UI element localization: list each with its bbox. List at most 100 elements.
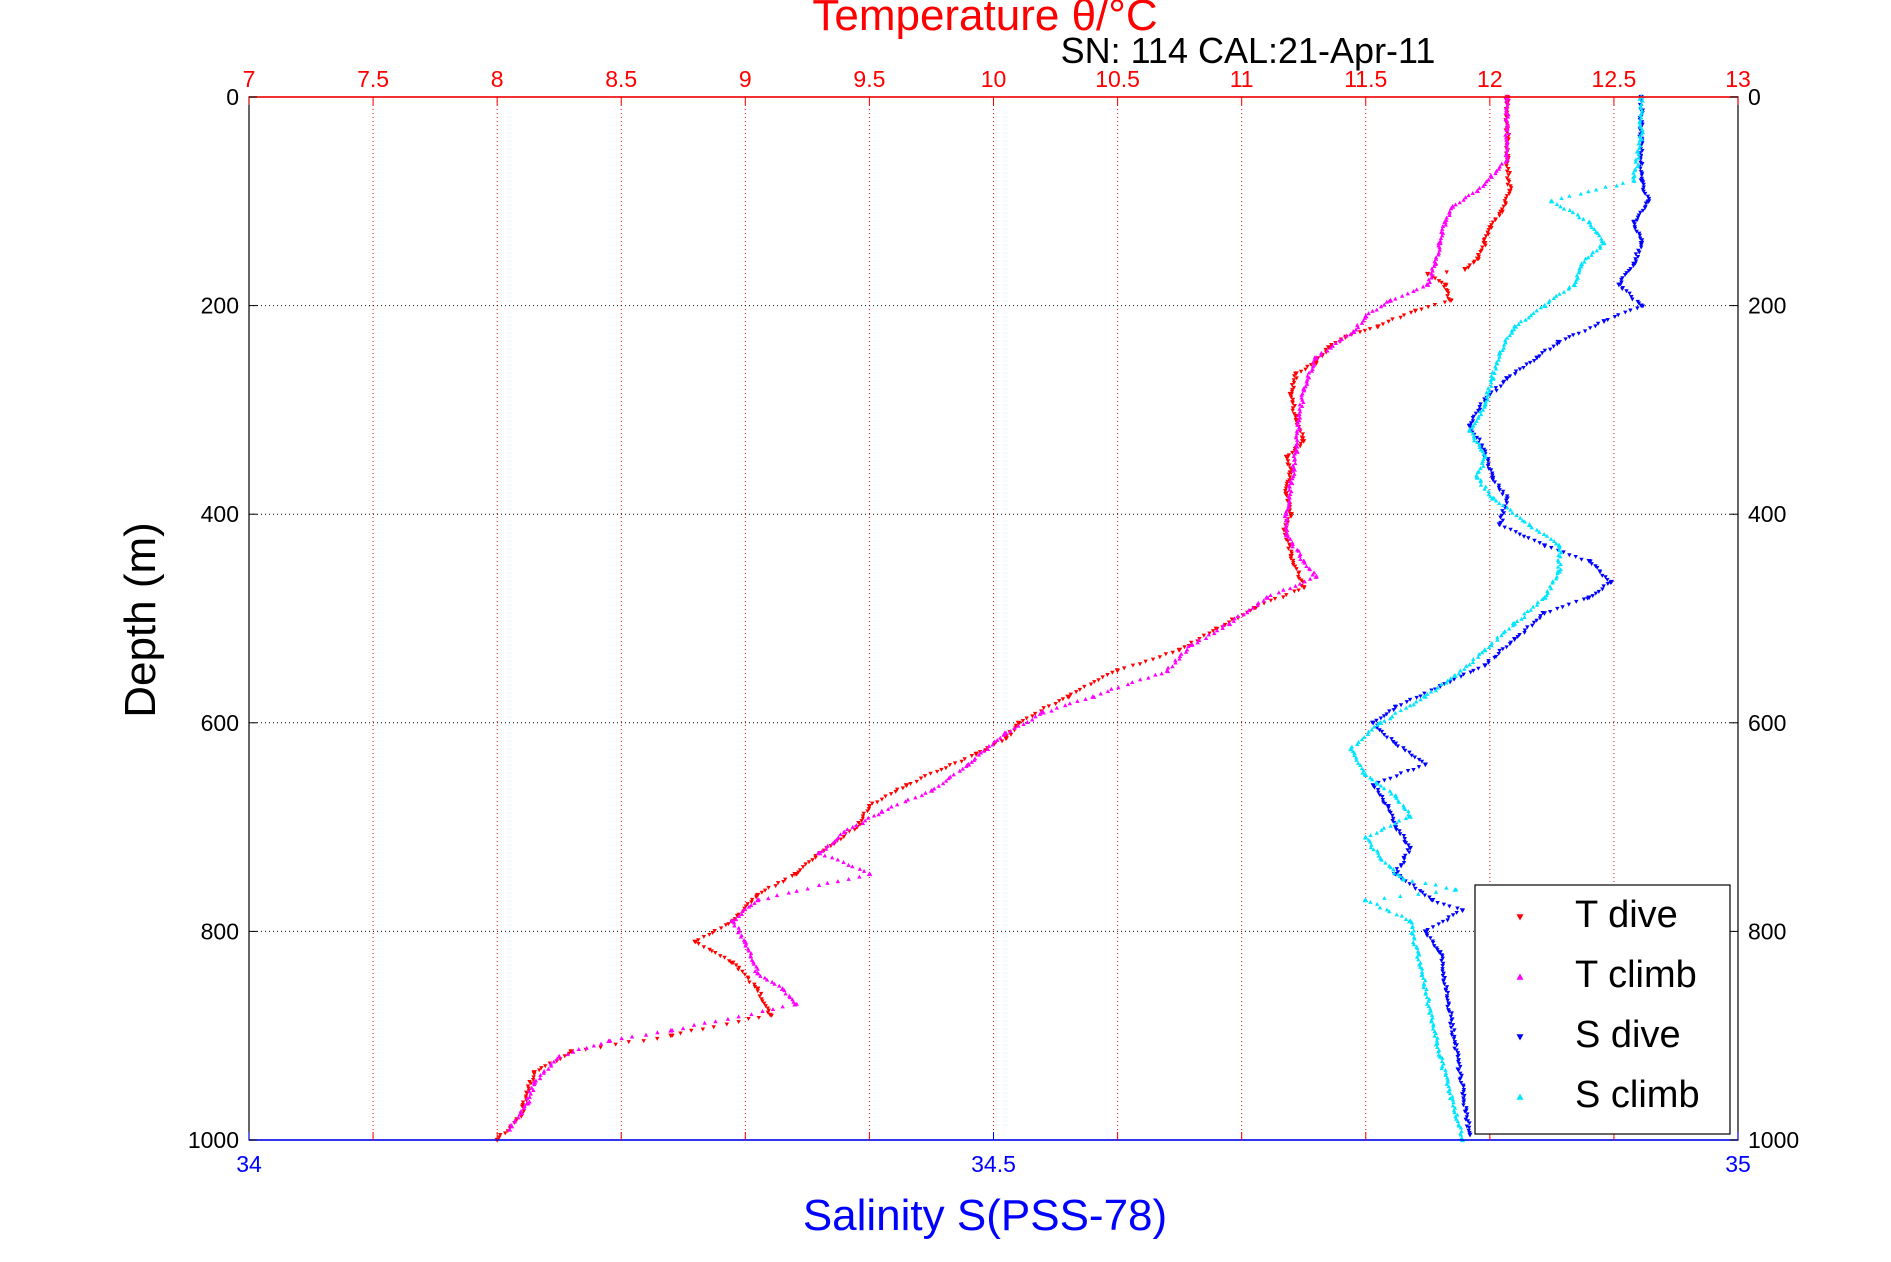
data-point bbox=[1505, 154, 1510, 159]
data-point bbox=[1363, 313, 1369, 319]
data-point bbox=[1037, 711, 1043, 716]
data-point bbox=[1551, 296, 1557, 301]
data-point bbox=[1632, 168, 1638, 173]
data-point bbox=[1467, 428, 1473, 433]
data-point bbox=[1290, 397, 1296, 402]
data-point bbox=[1189, 641, 1195, 647]
data-point bbox=[1499, 209, 1505, 215]
data-point bbox=[1444, 680, 1449, 685]
data-point bbox=[893, 789, 898, 794]
data-point bbox=[1436, 922, 1441, 927]
data-point bbox=[1369, 777, 1375, 782]
data-point bbox=[798, 868, 803, 873]
data-point bbox=[1436, 250, 1442, 255]
data-point bbox=[1446, 1009, 1452, 1014]
data-point bbox=[1293, 449, 1299, 454]
bottom-tick-label: 34.5 bbox=[971, 1151, 1016, 1177]
data-point bbox=[1521, 365, 1526, 370]
data-point bbox=[860, 821, 866, 826]
data-point bbox=[1427, 895, 1432, 900]
data-point bbox=[745, 902, 750, 907]
data-point bbox=[1380, 794, 1385, 799]
data-point bbox=[781, 879, 786, 884]
data-point bbox=[1443, 222, 1448, 227]
data-point bbox=[1430, 940, 1436, 945]
data-point bbox=[1482, 647, 1488, 652]
data-point bbox=[854, 823, 859, 828]
data-point bbox=[700, 1027, 706, 1032]
data-point bbox=[1570, 333, 1576, 338]
data-point bbox=[1504, 194, 1510, 199]
data-point bbox=[1413, 699, 1419, 704]
data-point bbox=[747, 980, 752, 985]
data-point bbox=[1109, 686, 1114, 691]
data-point bbox=[1397, 874, 1403, 879]
data-point bbox=[1382, 778, 1387, 783]
data-point bbox=[1514, 513, 1519, 518]
data-point bbox=[1466, 265, 1471, 270]
data-point bbox=[1548, 586, 1554, 591]
data-point bbox=[1486, 177, 1491, 182]
data-point bbox=[1301, 400, 1306, 405]
data-point bbox=[1290, 476, 1295, 481]
data-point bbox=[733, 917, 739, 922]
data-point bbox=[1323, 347, 1328, 352]
data-point bbox=[755, 970, 761, 976]
data-point bbox=[1444, 885, 1449, 890]
data-point bbox=[1301, 558, 1307, 564]
data-point bbox=[1452, 1041, 1457, 1046]
data-point bbox=[1507, 333, 1513, 338]
data-point bbox=[889, 804, 894, 809]
data-point bbox=[1405, 848, 1410, 853]
data-point bbox=[1382, 895, 1387, 900]
data-point bbox=[1608, 579, 1615, 585]
data-point bbox=[1387, 788, 1393, 793]
data-point bbox=[836, 835, 841, 840]
data-point bbox=[1520, 518, 1525, 523]
data-point bbox=[1476, 666, 1481, 671]
data-point bbox=[1440, 1064, 1445, 1068]
data-point bbox=[1412, 936, 1417, 941]
data-point bbox=[1416, 957, 1421, 962]
data-point bbox=[770, 979, 775, 984]
data-point bbox=[1368, 833, 1373, 838]
data-point bbox=[1586, 189, 1591, 194]
data-point bbox=[1288, 512, 1294, 517]
data-point bbox=[1407, 814, 1414, 819]
data-point bbox=[1466, 1125, 1472, 1130]
data-point bbox=[1424, 1001, 1430, 1006]
data-point bbox=[825, 843, 830, 848]
data-point bbox=[1537, 616, 1543, 621]
data-point bbox=[1531, 620, 1537, 625]
data-point bbox=[1455, 1112, 1460, 1117]
data-point bbox=[862, 818, 868, 823]
data-point bbox=[773, 884, 778, 889]
data-point bbox=[1407, 750, 1412, 755]
data-point bbox=[521, 1105, 527, 1110]
data-point bbox=[1496, 357, 1501, 362]
data-point bbox=[770, 1007, 776, 1012]
data-point bbox=[1420, 284, 1426, 289]
data-point bbox=[1464, 1124, 1470, 1129]
data-point bbox=[1447, 298, 1453, 303]
data-point bbox=[1601, 319, 1607, 324]
data-point bbox=[668, 1033, 674, 1039]
data-point bbox=[1507, 188, 1513, 194]
data-point bbox=[1406, 843, 1411, 848]
data-point bbox=[1381, 786, 1387, 791]
data-point bbox=[1177, 656, 1182, 661]
data-point bbox=[1291, 380, 1297, 385]
data-point bbox=[762, 1001, 767, 1006]
data-point bbox=[1634, 149, 1640, 154]
data-point bbox=[1631, 220, 1637, 225]
data-point bbox=[1542, 348, 1548, 353]
data-point bbox=[962, 757, 967, 762]
data-point bbox=[1424, 987, 1429, 992]
data-point bbox=[767, 1012, 773, 1018]
data-point bbox=[689, 1028, 694, 1033]
data-point bbox=[1429, 266, 1435, 271]
data-point bbox=[1143, 659, 1148, 664]
data-point bbox=[1640, 98, 1645, 103]
data-point bbox=[1114, 668, 1121, 674]
right-tick-label: 400 bbox=[1748, 501, 1786, 527]
